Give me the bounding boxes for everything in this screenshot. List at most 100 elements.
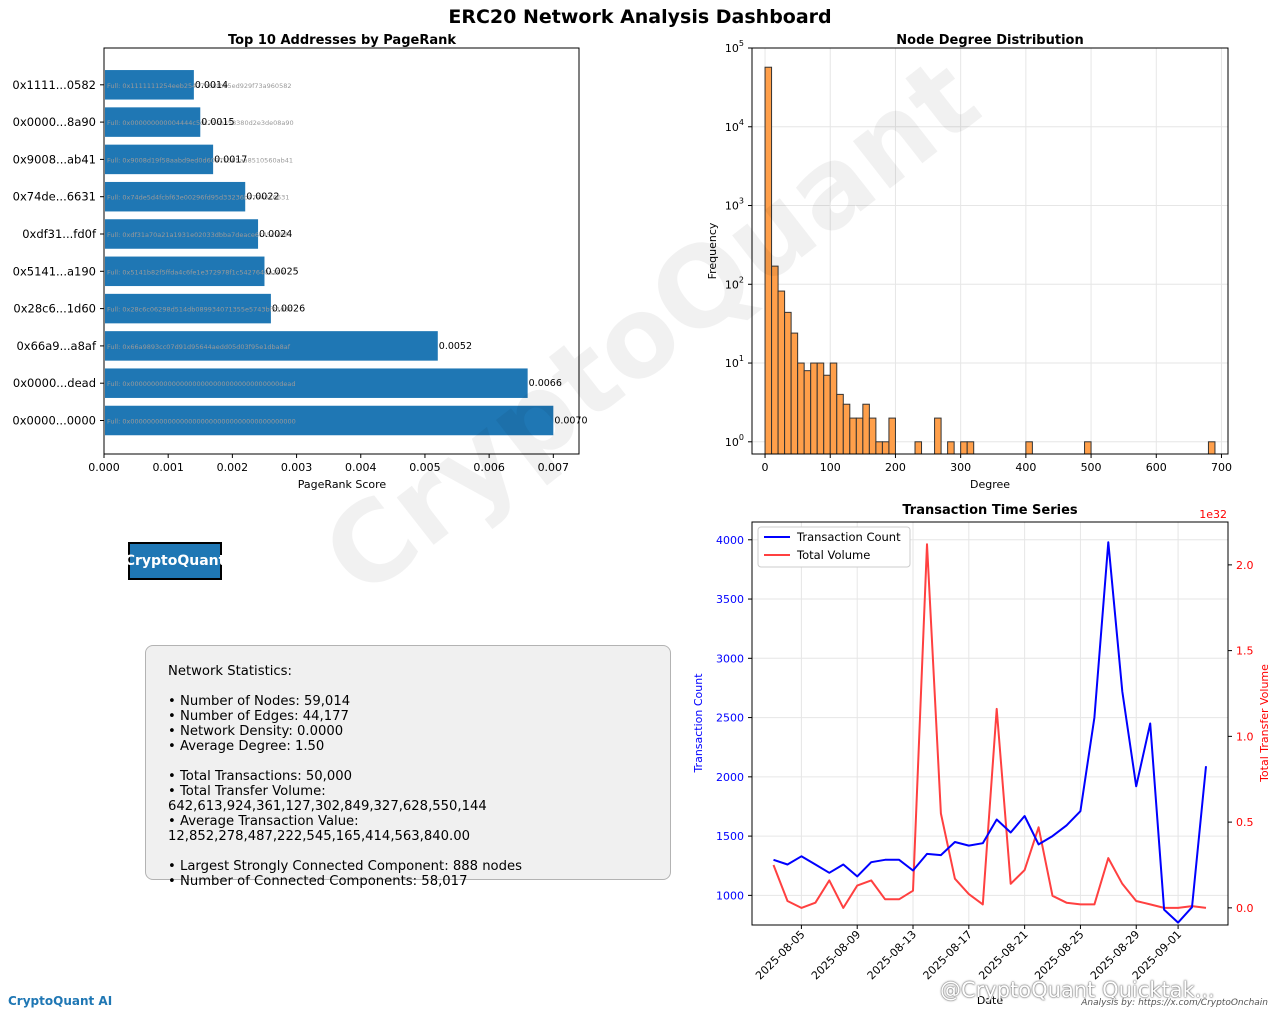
count-y-tick-label: 2500 <box>716 712 744 725</box>
stats-line: • Largest Strongly Connected Component: … <box>168 859 522 874</box>
degree-y-tick-exponent: 3 <box>739 197 744 206</box>
pagerank-full-address: Full: 0x00000000000000000000000000000000… <box>107 380 295 388</box>
pagerank-full-address: Full: 0x1111111254eeb25477b68fb85ed929f7… <box>107 82 291 90</box>
pagerank-bar <box>105 70 194 100</box>
pagerank-bar <box>105 331 438 361</box>
pagerank-x-tick-label: 0.005 <box>409 461 441 474</box>
volume-y-axis-label: Total Transfer Volume <box>1258 664 1271 783</box>
stats-line: • Total Transfer Volume: 642,613,924,361… <box>168 784 487 814</box>
footer-source-mark: @CryptoQuant Quicktak... <box>940 978 1215 1002</box>
degree-histogram-bar <box>823 374 831 455</box>
pagerank-x-axis-label: PageRank Score <box>298 478 387 491</box>
degree-y-tick-label: 100 <box>725 433 744 449</box>
pagerank-x-tick-label: 0.006 <box>473 461 505 474</box>
degree-histogram-bar <box>816 362 825 455</box>
pagerank-plot-frame <box>103 47 580 455</box>
degree-histogram-bar <box>790 332 799 455</box>
pagerank-x-tick-label: 0.001 <box>152 461 184 474</box>
degree-histogram-bar <box>777 290 786 455</box>
pagerank-x-tick-label: 0.002 <box>217 461 249 474</box>
count-y-tick-label: 1500 <box>716 830 744 843</box>
stats-line: • Total Transactions: 50,000 <box>168 769 353 784</box>
degree-histogram-bar <box>914 441 923 455</box>
degree-histogram-bar <box>1207 441 1216 455</box>
pagerank-bar <box>105 181 246 212</box>
pagerank-bar <box>105 256 265 287</box>
pagerank-full-address: Full: 0x9008d19f58aabd9ed0d60971565aa851… <box>107 156 293 164</box>
degree-histogram-bar <box>855 417 864 455</box>
degree-histogram-bar <box>1084 441 1092 455</box>
legend-count-label: Transaction Count <box>796 530 901 544</box>
degree-chart-title: Node Degree Distribution <box>896 33 1083 48</box>
degree-histogram-bar <box>868 417 877 455</box>
pagerank-chart-title: Top 10 Addresses by PageRank <box>228 33 456 48</box>
pagerank-bar <box>105 144 214 175</box>
pagerank-bar <box>105 293 271 324</box>
degree-histogram-bar <box>803 370 812 455</box>
degree-y-axis-label: Frequency <box>706 222 719 279</box>
timeseries-x-tick-label: 2025-08-05 <box>753 928 807 982</box>
degree-y-tick-label: 105 <box>725 39 744 55</box>
degree-histogram-bar <box>784 311 792 455</box>
degree-y-tick-exponent: 4 <box>739 118 744 127</box>
degree-x-tick-label: 700 <box>1211 461 1232 474</box>
stats-line: • Average Transaction Value: 12,852,278,… <box>168 814 471 844</box>
timeseries-x-axis-label: Date <box>977 994 1004 1007</box>
pagerank-y-tick-label: 0x0000...0000 <box>12 414 96 428</box>
degree-histogram-bar <box>797 362 805 455</box>
timeseries-x-tick-label: 2025-08-09 <box>809 928 863 982</box>
transaction-count-line <box>773 541 1207 924</box>
degree-x-axis-label: Degree <box>970 478 1010 491</box>
stats-spacer <box>168 844 648 859</box>
pagerank-value-label: 0.0052 <box>439 341 472 352</box>
degree-y-tick-exponent: 0 <box>739 433 744 442</box>
degree-histogram-bar <box>829 362 838 455</box>
timeseries-plot-frame <box>751 521 1229 926</box>
volume-y-tick-label: 0.0 <box>1236 902 1254 915</box>
timeseries-chart-title: Transaction Time Series <box>902 503 1078 518</box>
pagerank-value-label: 0.0022 <box>246 192 279 203</box>
pagerank-y-tick-label: 0x66a9...a8af <box>16 339 96 353</box>
pagerank-chart: Top 10 Addresses by PageRank 0.000 0.001 0… <box>12 33 587 491</box>
pagerank-bar <box>105 368 528 398</box>
volume-y-tick-label: 2.0 <box>1236 559 1254 572</box>
degree-histogram-bar <box>875 441 883 455</box>
degree-histogram-bar <box>849 417 857 455</box>
degree-histogram-bar <box>836 393 844 455</box>
timeseries-chart: Transaction Time Series 1e32 1000 1500 200… <box>692 503 1271 1007</box>
pagerank-y-tick-label: 0x5141...a190 <box>13 264 96 278</box>
degree-histogram-bar <box>1025 441 1033 455</box>
stats-heading: Network Statistics: <box>168 664 292 679</box>
pagerank-y-tick-label: 0x9008...ab41 <box>13 152 96 166</box>
pagerank-y-tick-label: 0xdf31...fd0f <box>22 227 97 241</box>
count-y-tick-label: 3000 <box>716 652 744 665</box>
pagerank-x-tick-label: 0.007 <box>538 461 570 474</box>
pagerank-x-tick-label: 0.003 <box>281 461 313 474</box>
stats-line: • Network Density: 0.0000 <box>168 724 344 739</box>
degree-plot-frame <box>751 47 1229 455</box>
degree-histogram-bar <box>810 362 818 455</box>
pagerank-y-tick-label: 0x74de...6631 <box>13 190 96 204</box>
footer-brand: CryptoQuant AI <box>8 994 113 1008</box>
legend-volume-label: Total Volume <box>796 548 870 562</box>
pagerank-full-address: Full: 0x000000000004444c5dc75cb358380d2e… <box>107 119 294 127</box>
degree-y-tick-exponent: 1 <box>739 354 744 363</box>
stats-line: • Number of Connected Components: 58,017 <box>168 874 468 889</box>
volume-y-tick-label: 1.5 <box>1236 645 1254 658</box>
degree-y-tick-label: 101 <box>725 354 744 370</box>
total-volume-line <box>772 543 1207 909</box>
count-y-axis-label: Transaction Count <box>692 673 705 774</box>
degree-histogram-bar <box>947 441 955 455</box>
stats-spacer <box>168 754 648 769</box>
degree-histogram-bar <box>934 417 942 455</box>
dashboard-title: ERC20 Network Analysis Dashboard <box>448 6 831 28</box>
timeseries-x-tick-label: 2025-08-25 <box>1032 928 1086 982</box>
degree-histogram-bar <box>960 441 968 455</box>
pagerank-full-address: Full: 0xdf31a70a21a1931e02033dbba7deace6… <box>107 231 288 239</box>
pagerank-value-label: 0.0015 <box>201 117 234 128</box>
stats-line: • Number of Nodes: 59,014 <box>168 694 351 709</box>
volume-y-tick-label: 0.5 <box>1236 816 1254 829</box>
count-y-tick-label: 2000 <box>716 771 744 784</box>
pagerank-value-label: 0.0025 <box>265 266 298 277</box>
